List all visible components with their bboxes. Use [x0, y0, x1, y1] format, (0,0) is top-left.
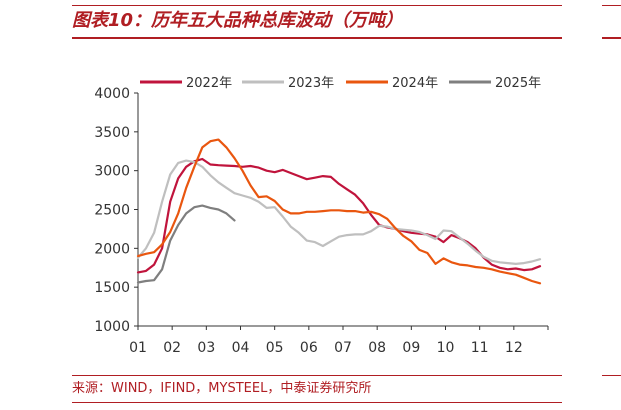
x-tick-label: 11 — [471, 340, 489, 356]
x-tick-label: 12 — [505, 340, 523, 356]
y-tick-label: 3500 — [94, 125, 130, 141]
x-tick-label: 02 — [163, 340, 181, 356]
source-rule-right — [602, 375, 621, 376]
series-line-3 — [136, 138, 542, 285]
y-tick-label: 1000 — [94, 319, 130, 335]
series-line-2 — [136, 159, 542, 265]
chart-legend: 2022年 2023年 2024年 2025年 — [140, 76, 541, 91]
legend-label: 2024年 — [392, 76, 438, 91]
title-rule — [72, 37, 562, 39]
source-rule — [72, 375, 562, 376]
y-tick-label: 1500 — [94, 280, 130, 296]
x-tick-label: 01 — [129, 340, 147, 356]
chart-axes: 1000 1500 2000 2500 3000 3500 4000 01 02 03 04 05 06… — [94, 86, 549, 356]
inventory-line-chart: 2022年 2023年 2024年 2025年 1000 1500 2000 2500 300… — [94, 76, 549, 356]
figure-title: 图表10：历年五大品种总库波动（万吨） — [72, 10, 404, 31]
x-tick-label: 05 — [266, 340, 284, 356]
x-tick-label: 10 — [437, 340, 455, 356]
top-rule — [72, 5, 562, 6]
legend-label: 2025年 — [495, 76, 541, 91]
x-tick-label: 03 — [197, 340, 215, 356]
series-line-1 — [136, 157, 542, 274]
y-tick-label: 4000 — [94, 86, 130, 102]
x-tick-label: 07 — [334, 340, 352, 356]
x-tick-label: 08 — [368, 340, 386, 356]
series-line-4 — [136, 204, 236, 284]
y-tick-label: 3000 — [94, 164, 130, 180]
legend-label: 2023年 — [288, 76, 334, 91]
y-tick-label: 2500 — [94, 203, 130, 219]
title-rule-right — [602, 37, 621, 39]
x-tick-label: 09 — [402, 340, 420, 356]
y-tick-label: 2000 — [94, 241, 130, 257]
x-tick-label: 04 — [232, 340, 250, 356]
legend-label: 2022年 — [186, 76, 232, 91]
chart-series — [136, 138, 542, 285]
x-tick-label: 06 — [300, 340, 318, 356]
source-note: 来源：WIND，IFIND，MYSTEEL，中泰证券研究所 — [72, 381, 372, 396]
top-rule-right — [602, 5, 621, 6]
bottom-rule — [72, 402, 562, 403]
